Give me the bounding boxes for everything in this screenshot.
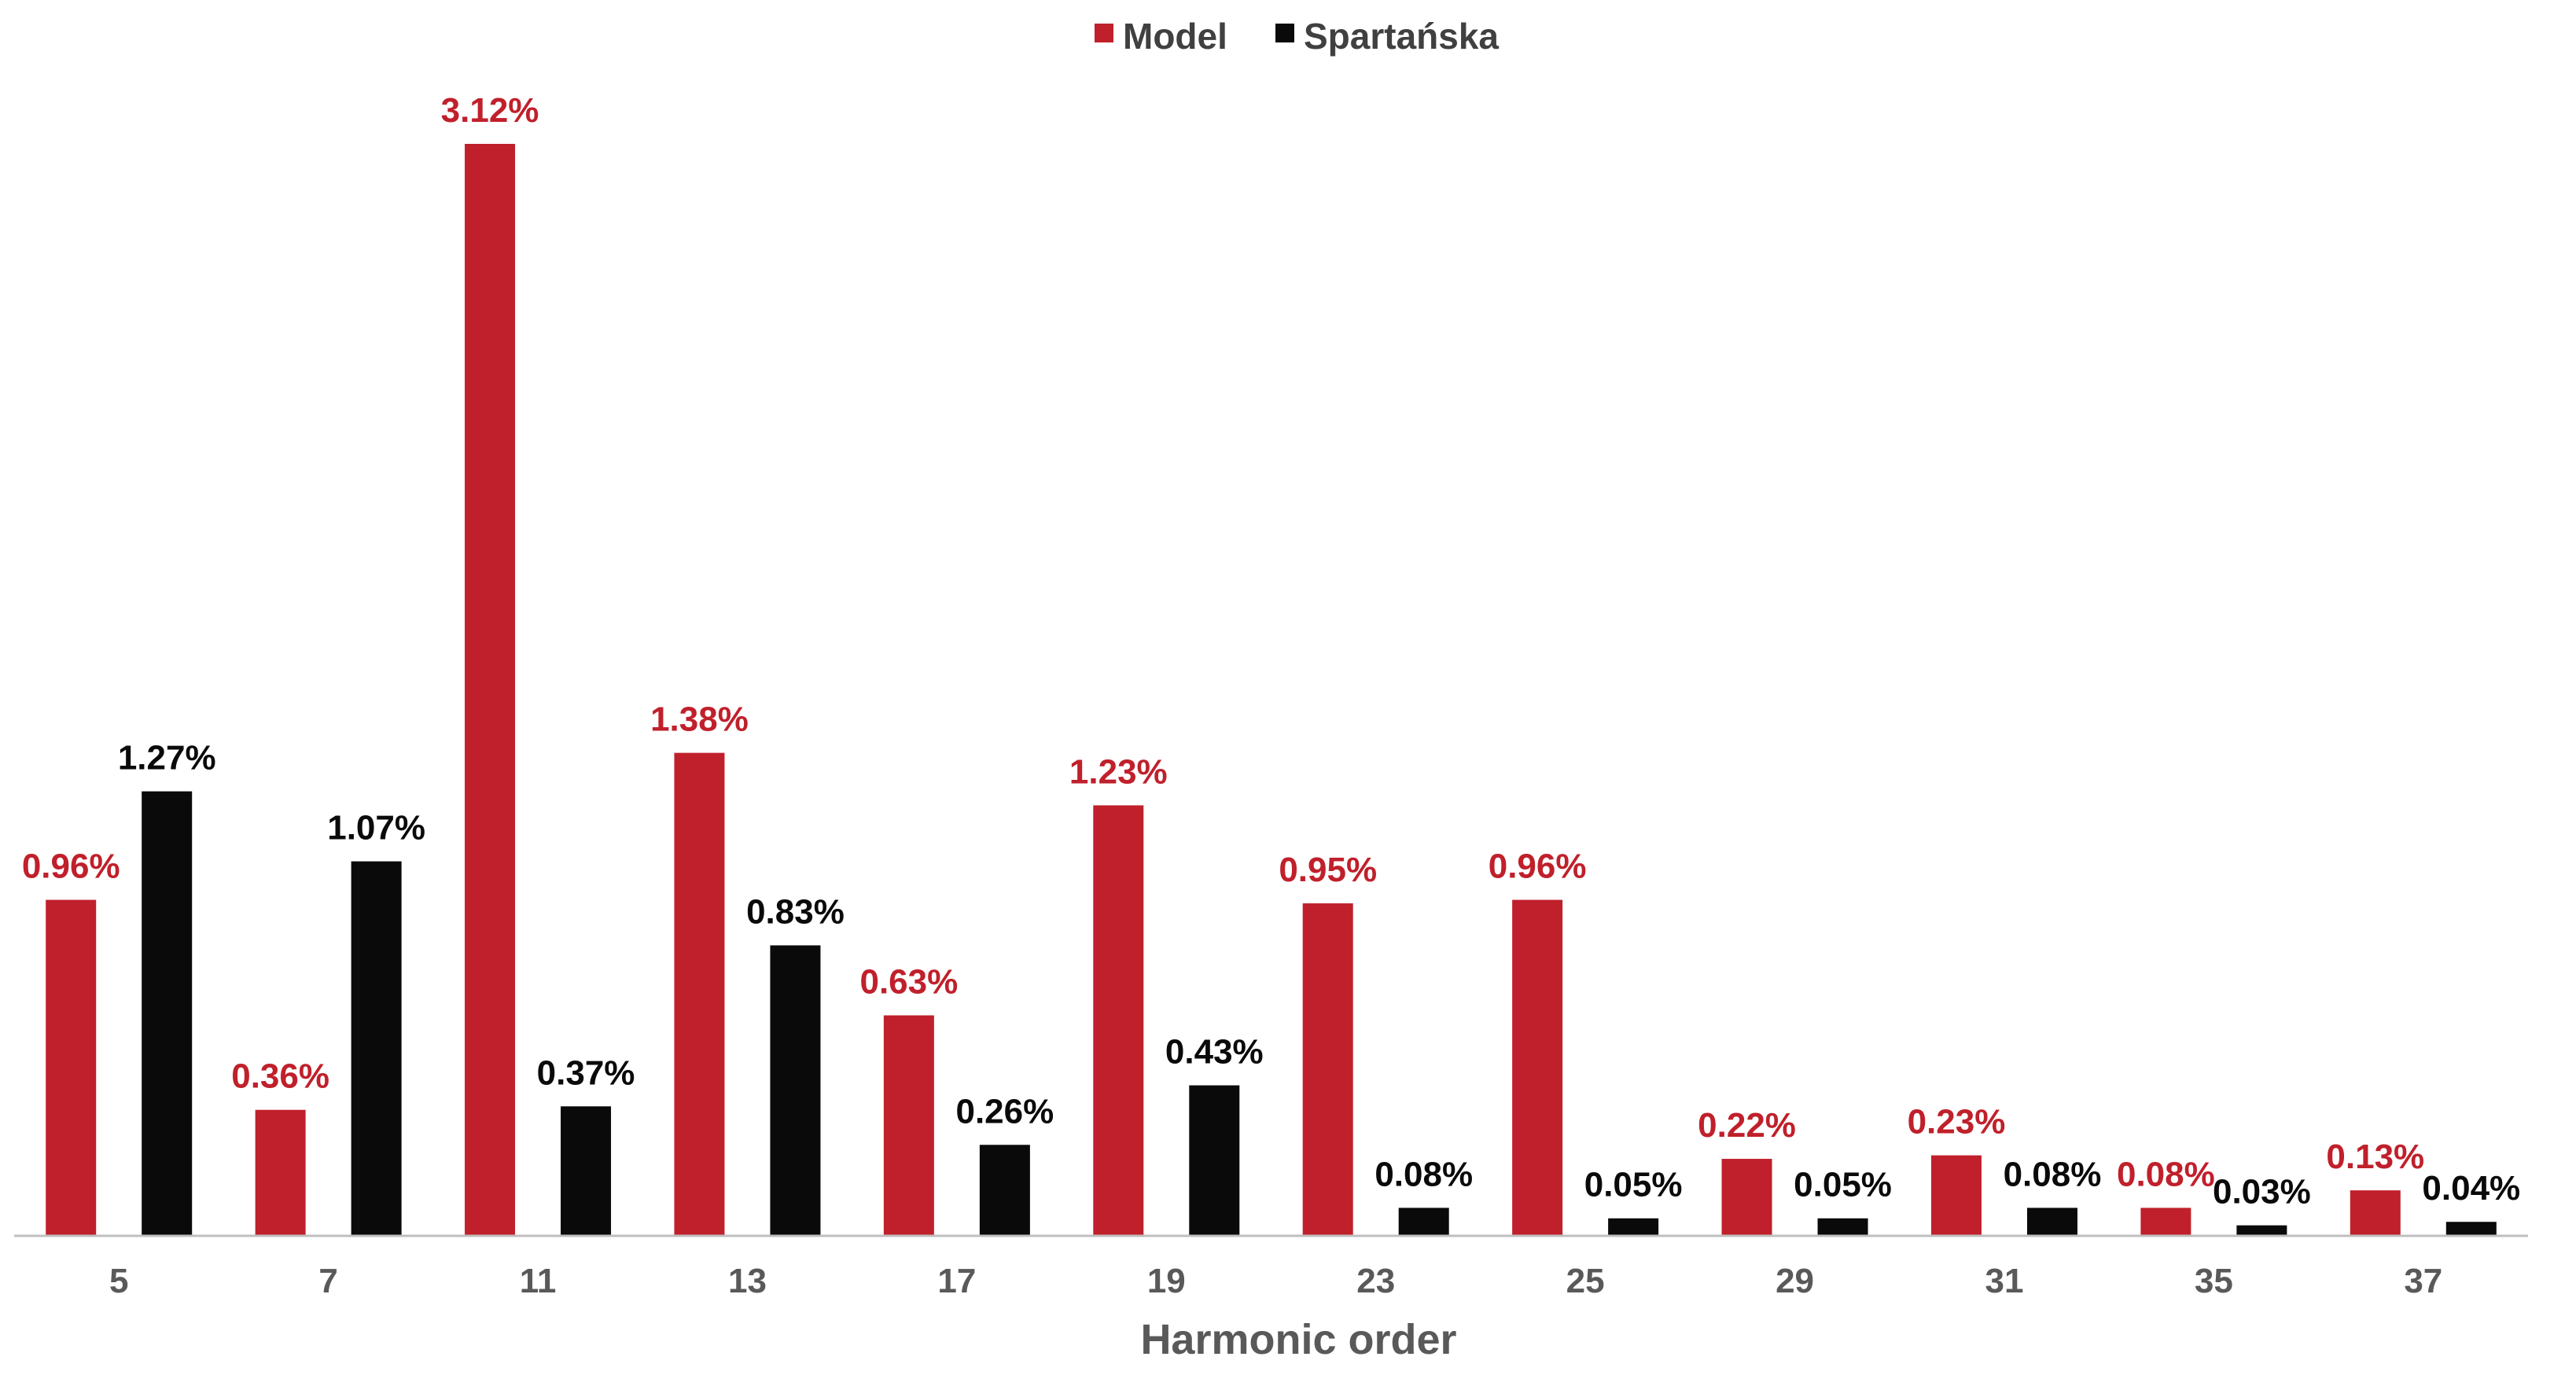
bar-spartanska-13 [770, 945, 821, 1236]
bar-spartanska-31 [2026, 1208, 2077, 1236]
data-label-spartanska-5: 1.27% [118, 739, 216, 778]
x-tick-label-31: 31 [1985, 1262, 2023, 1300]
x-tick-label-5: 5 [109, 1262, 128, 1300]
bar-spartanska-25 [1608, 1218, 1659, 1236]
bar-spartanska-7 [351, 861, 402, 1236]
data-label-spartanska-19: 0.43% [1165, 1033, 1264, 1072]
x-tick-label-13: 13 [728, 1262, 767, 1300]
data-label-spartanska-35: 0.03% [2213, 1173, 2311, 1211]
bar-model-7 [255, 1109, 306, 1236]
data-label-model-19: 1.23% [1069, 752, 1168, 791]
data-label-spartanska-31: 0.08% [2004, 1155, 2102, 1193]
data-label-model-17: 0.63% [859, 963, 958, 1002]
x-tick-labels: 5 7 11 13 17 19 23 25 29 31 35 37 [109, 1262, 2442, 1300]
bar-model-29 [1721, 1159, 1772, 1236]
bar-spartanska-35 [2236, 1225, 2287, 1236]
bar-spartanska-19 [1189, 1085, 1240, 1236]
data-label-model-7: 0.36% [231, 1057, 329, 1096]
bar-model-19 [1093, 805, 1144, 1236]
bar-spartanska-37 [2445, 1222, 2497, 1236]
bar-model-31 [1930, 1155, 1982, 1236]
legend-swatch-model [1095, 24, 1113, 42]
bar-model-11 [465, 144, 516, 1236]
bars-group [46, 144, 2497, 1236]
data-label-model-25: 0.96% [1489, 847, 1587, 886]
data-label-model-23: 0.95% [1279, 851, 1377, 889]
x-tick-label-25: 25 [1566, 1262, 1605, 1300]
bar-model-25 [1512, 899, 1563, 1236]
bar-spartanska-29 [1817, 1218, 1868, 1236]
data-label-model-31: 0.23% [1908, 1103, 2006, 1142]
x-tick-label-19: 19 [1147, 1262, 1186, 1300]
data-label-spartanska-17: 0.26% [955, 1092, 1054, 1130]
bar-model-13 [674, 752, 725, 1236]
bar-model-35 [2140, 1208, 2191, 1236]
data-label-model-5: 0.96% [22, 847, 120, 886]
x-tick-label-35: 35 [2195, 1262, 2233, 1300]
data-label-model-37: 0.13% [2326, 1138, 2424, 1176]
x-tick-label-37: 37 [2404, 1262, 2442, 1300]
legend-label-model: Model [1123, 16, 1227, 57]
x-tick-label-23: 23 [1356, 1262, 1395, 1300]
data-label-model-35: 0.08% [2117, 1155, 2215, 1193]
data-label-model-29: 0.22% [1698, 1106, 1796, 1145]
data-label-spartanska-37: 0.04% [2422, 1169, 2520, 1208]
bar-spartanska-17 [979, 1145, 1030, 1236]
bar-model-5 [46, 899, 97, 1236]
data-label-model-13: 1.38% [650, 700, 749, 739]
data-label-spartanska-13: 0.83% [746, 892, 845, 931]
legend-label-spartanska: Spartańska [1304, 16, 1499, 57]
data-labels-group: 0.96% 1.27% 0.36% 1.07% 3.12% 0.37% 1.38% 0.83%… [22, 91, 2520, 1211]
data-label-spartanska-23: 0.08% [1374, 1155, 1473, 1193]
bar-model-17 [883, 1015, 934, 1236]
bar-spartanska-5 [142, 791, 193, 1236]
data-label-spartanska-25: 0.05% [1584, 1166, 1683, 1204]
x-tick-label-17: 17 [937, 1262, 976, 1300]
x-axis-title: Harmonic order [1140, 1316, 1456, 1363]
x-tick-label-29: 29 [1776, 1262, 1814, 1300]
legend-swatch-spartanska [1275, 24, 1294, 42]
data-label-spartanska-11: 0.37% [537, 1053, 635, 1092]
data-label-spartanska-29: 0.05% [1794, 1166, 1892, 1204]
legend: Model Spartańska [1095, 16, 1499, 57]
data-label-spartanska-7: 1.07% [327, 809, 425, 847]
x-tick-label-7: 7 [318, 1262, 337, 1300]
bar-spartanska-23 [1398, 1208, 1449, 1236]
data-label-model-11: 3.12% [441, 91, 539, 130]
x-tick-label-11: 11 [520, 1262, 557, 1300]
bar-model-23 [1302, 903, 1353, 1236]
bar-spartanska-11 [561, 1106, 612, 1236]
bar-model-37 [2350, 1190, 2401, 1236]
